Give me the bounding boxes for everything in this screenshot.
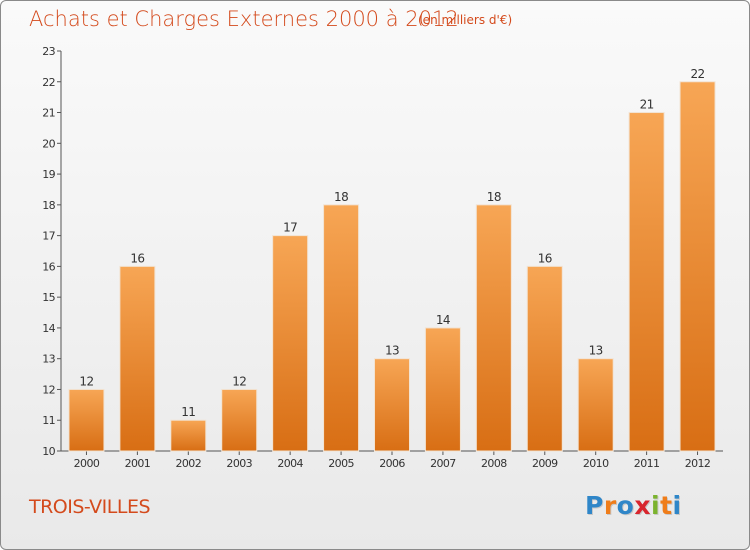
chart-unit: (en milliers d'€) bbox=[418, 13, 513, 27]
bar bbox=[475, 204, 512, 452]
value-label: 22 bbox=[690, 67, 704, 81]
value-label: 13 bbox=[589, 344, 603, 358]
value-labels: 12 16 11 12 17 18 13 14 18 16 13 21 22 bbox=[79, 67, 705, 419]
x-tick-label: 2005 bbox=[328, 457, 354, 470]
value-label: 12 bbox=[232, 374, 246, 388]
y-tick-label: 17 bbox=[42, 230, 55, 243]
value-label: 16 bbox=[130, 251, 144, 265]
x-tick-label: 2006 bbox=[379, 457, 405, 470]
y-tick-labels: 10 11 12 13 14 15 16 17 18 19 20 21 22 23 bbox=[42, 45, 56, 458]
y-tick-label: 18 bbox=[42, 199, 55, 212]
x-tick-label: 2012 bbox=[685, 457, 711, 470]
logo-letter: x bbox=[634, 491, 651, 520]
y-tick-label: 20 bbox=[42, 137, 55, 150]
logo-letter: r bbox=[603, 491, 617, 520]
y-tick-label: 12 bbox=[42, 383, 55, 396]
x-tick-label: 2008 bbox=[481, 457, 507, 470]
x-tick-label: 2009 bbox=[532, 457, 558, 470]
bar bbox=[628, 112, 665, 452]
bar bbox=[323, 204, 360, 452]
logo-letter: P bbox=[585, 491, 604, 520]
bar bbox=[170, 419, 207, 452]
x-tick-label: 2002 bbox=[176, 457, 202, 470]
x-tick-label: 2000 bbox=[74, 457, 100, 470]
logo-letter: i bbox=[651, 491, 661, 520]
logo-letter: i bbox=[672, 491, 682, 520]
value-label: 12 bbox=[79, 374, 93, 388]
y-tick-label: 11 bbox=[42, 414, 55, 427]
x-tick-label: 2007 bbox=[430, 457, 456, 470]
bar bbox=[221, 388, 258, 452]
y-tick-label: 16 bbox=[42, 260, 55, 273]
value-label: 13 bbox=[385, 344, 399, 358]
value-label: 21 bbox=[640, 98, 654, 112]
x-tick-label: 2003 bbox=[226, 457, 252, 470]
x-tick-labels: 2000 2001 2002 2003 2004 2005 2006 2007 2008 2009… bbox=[74, 457, 711, 470]
logo-letter: t bbox=[660, 491, 673, 520]
value-label: 11 bbox=[181, 405, 195, 419]
bar bbox=[68, 388, 105, 452]
bars bbox=[68, 81, 716, 452]
bar bbox=[272, 235, 309, 452]
value-label: 14 bbox=[436, 313, 450, 327]
y-tick-label: 15 bbox=[42, 291, 55, 304]
value-label: 18 bbox=[334, 190, 348, 204]
y-tick-label: 13 bbox=[42, 353, 55, 366]
x-tick-label: 2004 bbox=[277, 457, 303, 470]
bar bbox=[679, 81, 716, 452]
bar bbox=[526, 265, 563, 452]
value-label: 17 bbox=[283, 221, 297, 235]
x-tick-label: 2011 bbox=[634, 457, 660, 470]
chart-title: Achats et Charges Externes 2000 à 2012 bbox=[29, 7, 459, 31]
y-tick-label: 10 bbox=[42, 445, 55, 458]
y-tick-label: 22 bbox=[42, 76, 55, 89]
y-tick-label: 19 bbox=[42, 168, 55, 181]
y-tick-label: 23 bbox=[42, 45, 55, 58]
x-tick-label: 2010 bbox=[583, 457, 609, 470]
proxiti-logo: Proxiti bbox=[585, 491, 682, 520]
value-label: 18 bbox=[487, 190, 501, 204]
bar bbox=[374, 358, 410, 452]
x-tick-label: 2001 bbox=[125, 457, 151, 470]
bar bbox=[577, 358, 614, 452]
commune-name: TROIS-VILLES bbox=[29, 496, 151, 518]
value-label: 16 bbox=[538, 251, 552, 265]
y-tick-label: 21 bbox=[42, 107, 55, 120]
bar bbox=[424, 327, 461, 452]
bar bbox=[119, 265, 156, 452]
logo-letter: o bbox=[616, 491, 635, 520]
y-tick-label: 14 bbox=[42, 322, 55, 335]
